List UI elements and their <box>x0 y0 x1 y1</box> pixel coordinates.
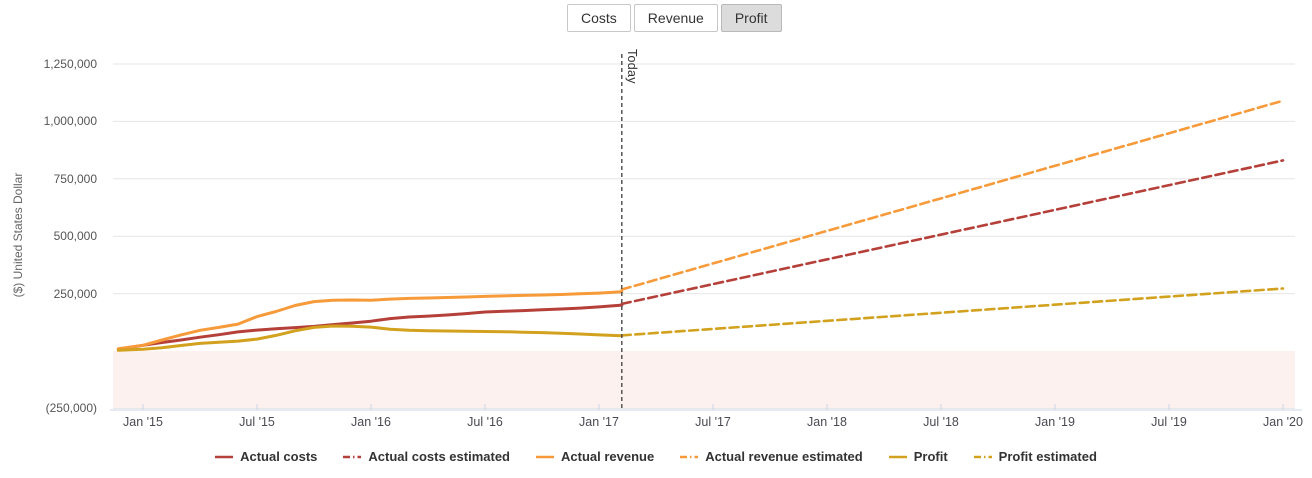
x-axis-label-jan-20: Jan '20 <box>1263 415 1303 429</box>
legend-item-profit-estimated[interactable]: Profit estimated <box>973 449 1097 464</box>
series-line-actual-costs-estimated[interactable] <box>620 159 1285 306</box>
legend-label-actual-costs-estimated: Actual costs estimated <box>368 449 510 464</box>
y-axis-label-250-000: 250,000 <box>53 286 97 301</box>
series-line-actual-costs[interactable] <box>116 303 624 351</box>
legend-item-actual-costs[interactable]: Actual costs <box>215 449 317 464</box>
y-axis-label-1-250-000: 1,250,000 <box>43 57 97 71</box>
legend: Actual costs Actual costs estimated Actual… <box>0 449 1312 464</box>
series-line-actual-revenue-estimated[interactable] <box>620 99 1285 291</box>
legend-item-actual-costs-estimated[interactable]: Actual costs estimated <box>343 449 510 464</box>
x-axis-label-jul-19: Jul '19 <box>1151 415 1187 429</box>
legend-label-actual-revenue-estimated: Actual revenue estimated <box>705 449 863 464</box>
x-axis-label-jul-16: Jul '16 <box>467 415 503 429</box>
legend-label-actual-revenue: Actual revenue <box>561 449 655 464</box>
y-axis-label--250-000-: (250,000) <box>45 401 97 416</box>
x-axis-label-jul-17: Jul '17 <box>695 415 731 429</box>
toggle-button-profit[interactable]: Profit <box>720 4 782 32</box>
series-line-profit[interactable] <box>116 324 624 352</box>
x-axis-label-jan-17: Jan '17 <box>579 415 619 429</box>
today-label: Today <box>625 49 639 84</box>
legend-item-profit[interactable]: Profit <box>888 449 948 464</box>
legend-label-profit-estimated: Profit estimated <box>998 449 1097 464</box>
legend-swatch-actual-revenue-estimated-icon <box>680 455 699 458</box>
x-axis-label-jan-15: Jan '15 <box>123 415 163 429</box>
legend-swatch-actual-costs-icon <box>215 455 234 458</box>
negative-plot-band <box>113 351 1295 409</box>
y-axis-label-500-000: 500,000 <box>53 229 97 244</box>
toggle-button-costs[interactable]: Costs <box>567 4 631 32</box>
series-toggle-group: Costs Revenue Profit <box>567 4 782 32</box>
legend-swatch-profit-icon <box>888 455 907 458</box>
series-line-actual-revenue[interactable] <box>116 290 624 351</box>
series-line-profit-estimated[interactable] <box>620 287 1285 337</box>
legend-label-actual-costs: Actual costs <box>240 449 318 464</box>
x-axis-label-jul-18: Jul '18 <box>923 415 959 429</box>
x-axis-label-jul-15: Jul '15 <box>239 415 275 429</box>
x-axis-label-jan-18: Jan '18 <box>807 415 847 429</box>
x-axis-label-jan-16: Jan '16 <box>351 415 391 429</box>
legend-label-profit: Profit <box>913 449 948 464</box>
legend-item-actual-revenue-estimated[interactable]: Actual revenue estimated <box>680 449 863 464</box>
legend-item-actual-revenue[interactable]: Actual revenue <box>536 449 654 464</box>
toggle-button-revenue[interactable]: Revenue <box>633 4 718 32</box>
y-axis-label-750-000: 750,000 <box>53 171 97 186</box>
legend-swatch-actual-revenue-icon <box>536 455 554 458</box>
legend-swatch-profit-estimated-icon <box>973 455 992 458</box>
x-axis-label-jan-19: Jan '19 <box>1035 415 1075 429</box>
y-axis-label-1-000-000: 1,000,000 <box>43 114 97 129</box>
legend-swatch-actual-costs-estimated-icon <box>343 455 362 458</box>
